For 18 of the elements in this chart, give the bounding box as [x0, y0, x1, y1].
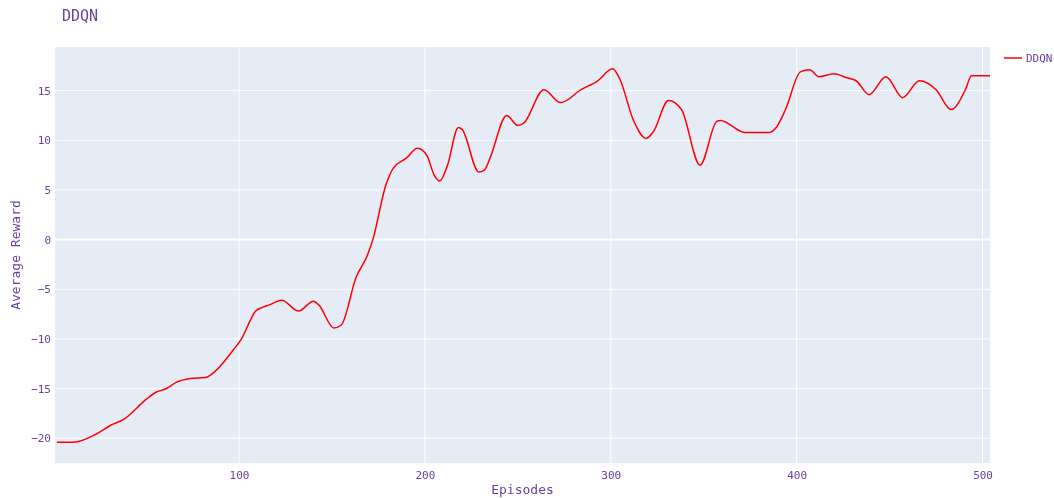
y-tick-label: −15	[31, 382, 51, 396]
y-tick-label: 10	[37, 134, 51, 148]
x-tick-label: 500	[973, 468, 993, 482]
y-tick-label: −5	[37, 283, 51, 297]
line-series	[56, 68, 991, 443]
x-tick-label: 400	[787, 468, 808, 482]
x-tick-label: 100	[229, 468, 250, 482]
x-tick-label: 300	[601, 468, 622, 482]
y-tick-label: 15	[37, 84, 51, 98]
x-tick-label: 200	[415, 468, 436, 482]
y-tick-label: 0	[44, 233, 51, 247]
legend-label: DDQN	[1026, 52, 1053, 65]
x-axis-title: Episodes	[491, 482, 554, 497]
y-tick-label: 5	[44, 183, 51, 197]
y-axis-title: Average Reward	[8, 200, 23, 310]
chart-title: DDQN	[62, 7, 99, 25]
y-tick-label: −20	[31, 432, 51, 446]
y-tick-label: −10	[31, 332, 51, 346]
